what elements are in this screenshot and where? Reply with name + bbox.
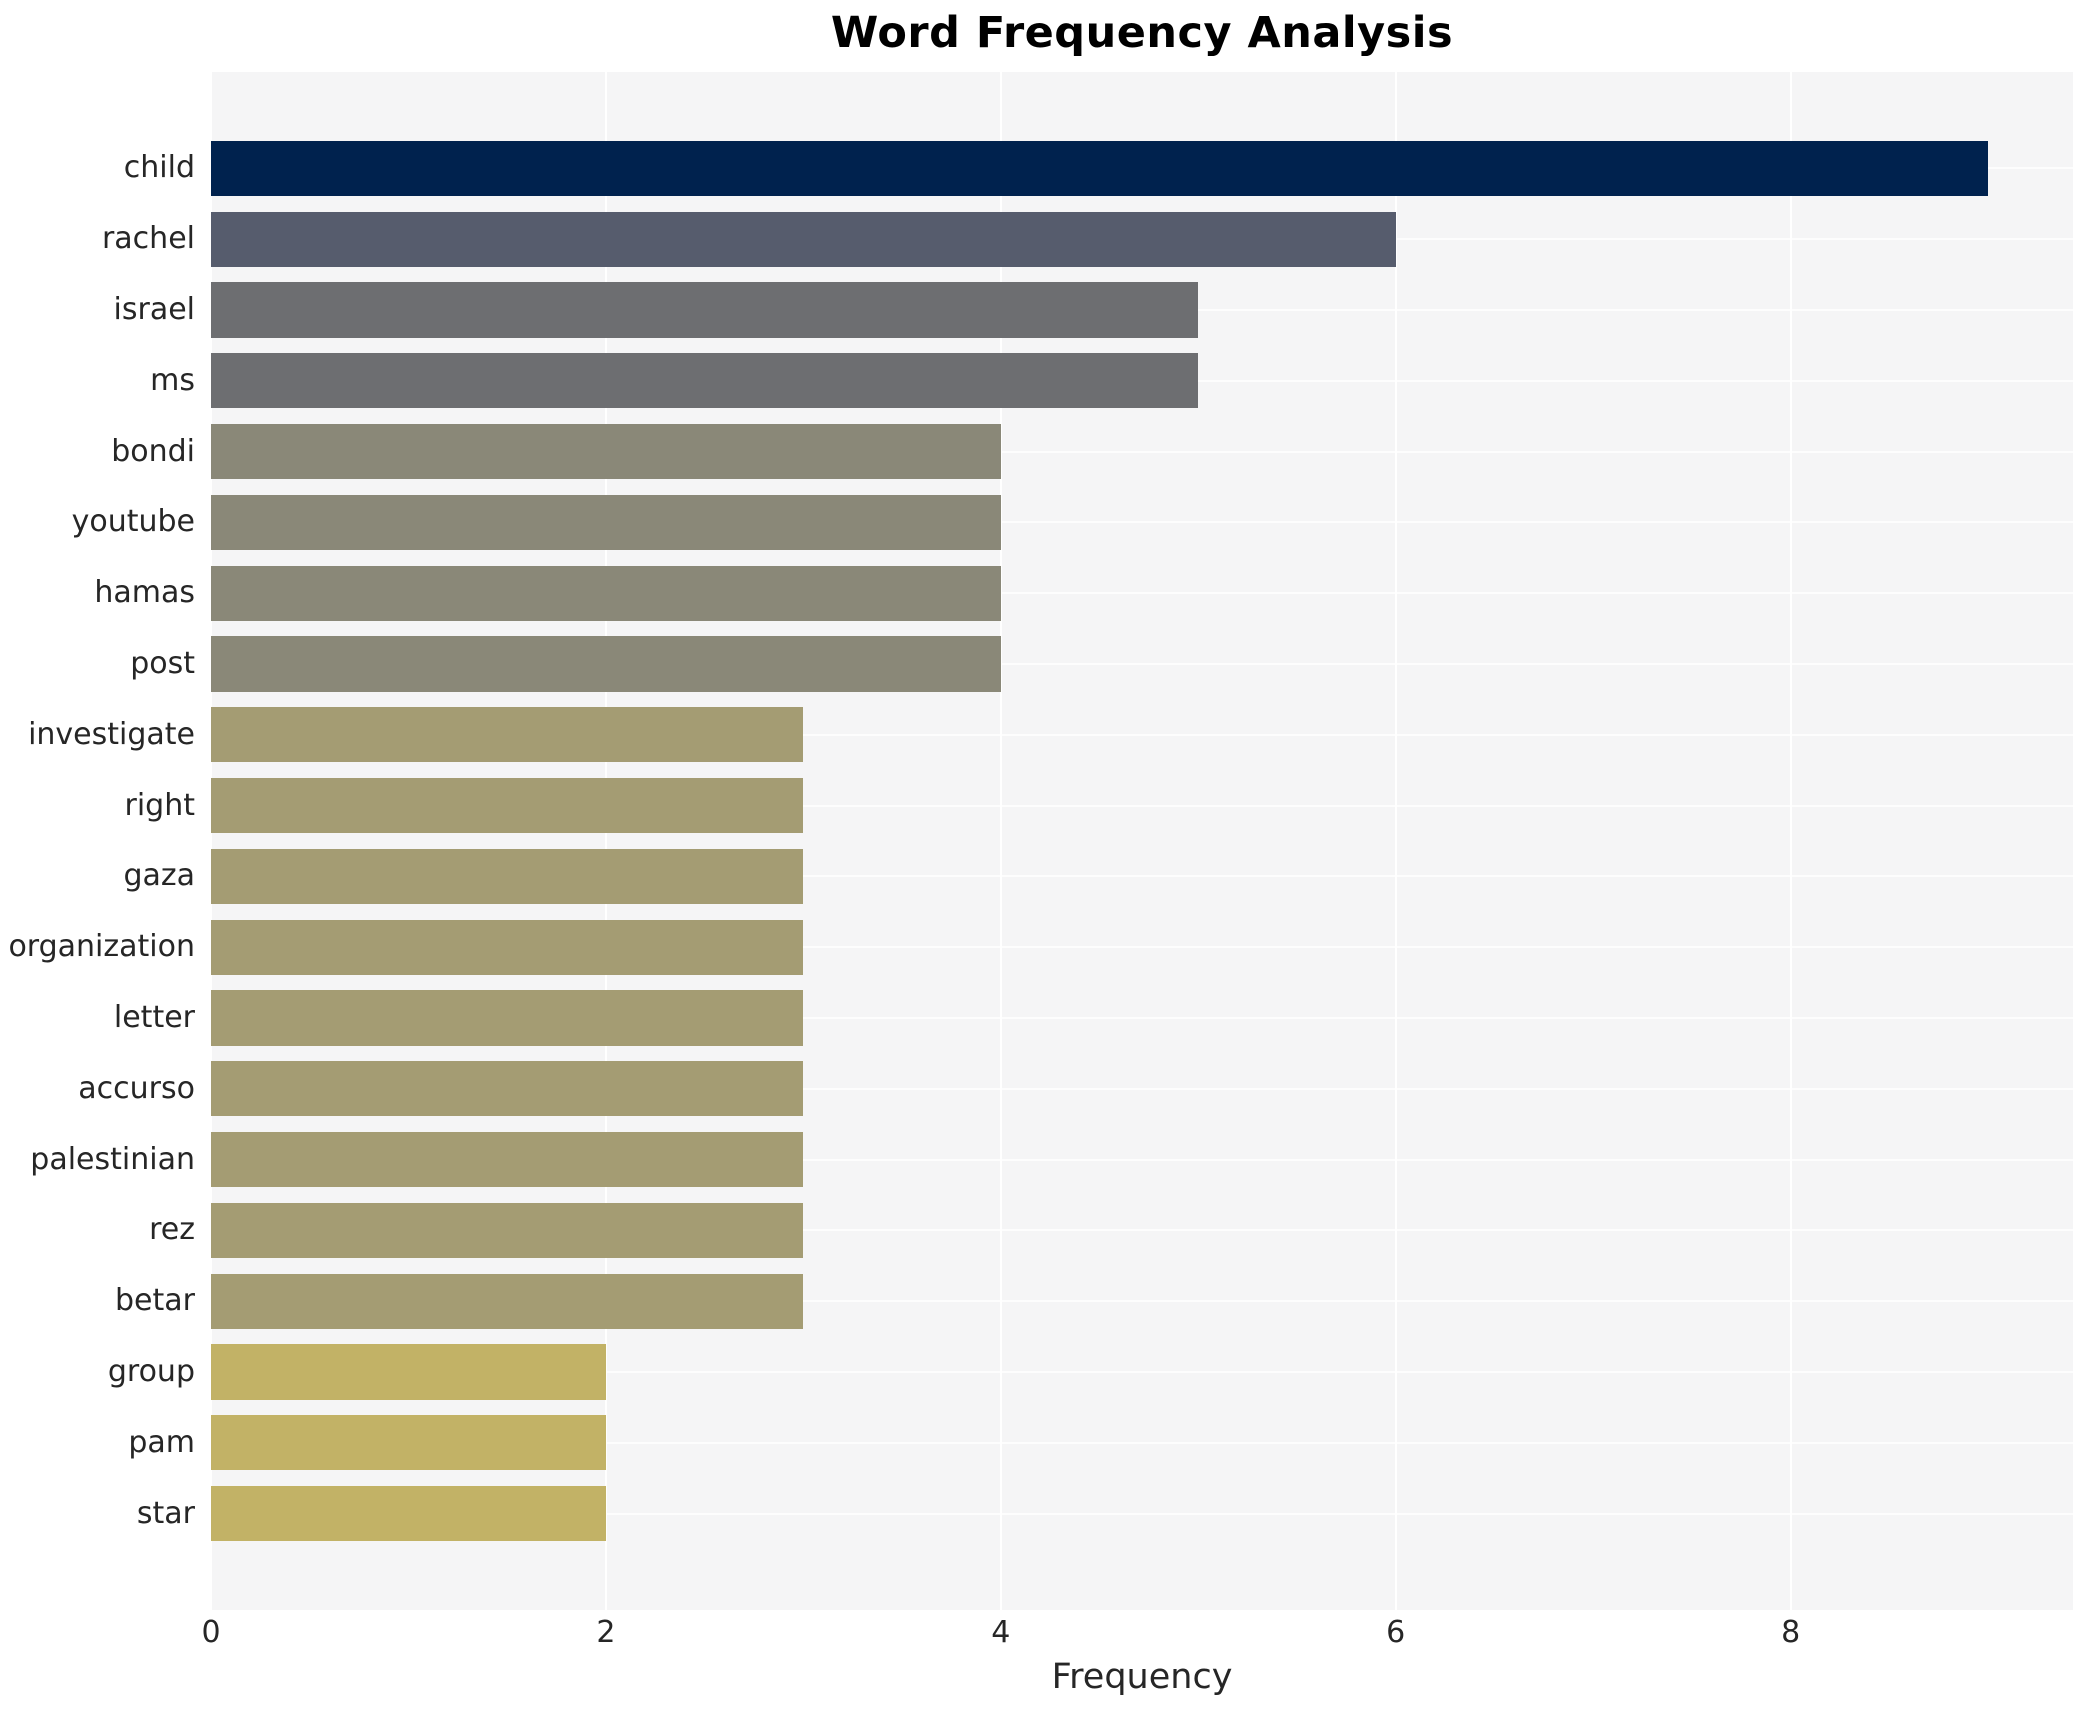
bar-row: bondi [111, 416, 2073, 487]
frequency-bar [211, 1131, 804, 1188]
frequency-bar [211, 1415, 606, 1471]
y-gridline [211, 804, 2073, 807]
frequency-bar [211, 211, 1396, 267]
category-label: star [136, 1495, 195, 1531]
frequency-bar [211, 1202, 804, 1258]
y-gridline [211, 1016, 2073, 1019]
y-gridline [211, 1087, 2073, 1090]
bar-row: israel [114, 275, 2073, 346]
frequency-bar [211, 1485, 606, 1542]
category-label: group [107, 1353, 195, 1389]
x-gridline [604, 72, 607, 1610]
category-label: ms [150, 362, 195, 398]
category-label: youtube [71, 504, 195, 540]
category-label: right [124, 787, 196, 823]
x-tick-label: 4 [991, 1615, 1011, 1650]
bar-row: pam [128, 1407, 2073, 1478]
frequency-bar [211, 494, 1001, 550]
y-gridline [211, 662, 2073, 665]
frequency-bar [211, 565, 1001, 621]
bar-row: post [130, 629, 2073, 700]
category-label: letter [113, 999, 195, 1035]
frequency-bar [211, 423, 1001, 480]
x-axis-label: Frequency [1051, 1657, 1233, 1697]
bar-row: rachel [102, 204, 2073, 275]
bar-row: accurso [78, 1053, 2073, 1124]
y-gridline [211, 1300, 2073, 1303]
x-gridline [210, 72, 212, 1610]
bar-row: organization [8, 912, 2073, 983]
frequency-bar [211, 777, 804, 834]
x-tick-label: 8 [1781, 1615, 1801, 1650]
x-axis: 0 2 4 6 8 [201, 1610, 2073, 1656]
category-label: rachel [101, 221, 195, 257]
bar-row: rez [149, 1195, 2073, 1266]
category-label: pam [128, 1424, 195, 1460]
chart-title: Word Frequency Analysis [830, 8, 1454, 58]
frequency-bar [211, 636, 1001, 692]
frequency-bar [211, 353, 1199, 409]
y-gridline [211, 733, 2073, 736]
frequency-bar [211, 707, 804, 763]
x-tick-label: 0 [201, 1615, 221, 1650]
category-label: hamas [94, 575, 195, 611]
y-gridline [211, 450, 2073, 453]
x-tick-label: 2 [596, 1615, 616, 1650]
bar-row: star [137, 1478, 2073, 1549]
bar-rows: child rachel israel ms bondi youtube hamas post… [8, 133, 2073, 1549]
plot-area: child rachel israel ms bondi youtube hamas post… [8, 72, 2073, 1610]
frequency-bar [211, 140, 1989, 196]
bar-row: group [108, 1337, 2073, 1408]
category-label: palestinian [30, 1141, 195, 1177]
category-label: organization [8, 929, 195, 965]
x-gridline [1394, 72, 1397, 1610]
frequency-bar [211, 990, 804, 1046]
frequency-bar [211, 282, 1199, 338]
category-label: rez [149, 1212, 195, 1248]
bar-row: hamas [94, 558, 2073, 629]
category-label: post [130, 645, 195, 681]
x-gridline [999, 72, 1002, 1610]
frequency-bar [211, 1344, 606, 1400]
y-gridline [211, 1512, 2073, 1515]
y-gridline [211, 946, 2073, 949]
bar-row: betar [115, 1266, 2073, 1337]
frequency-bar [211, 1273, 804, 1329]
bar-row: youtube [72, 487, 2073, 558]
y-gridline [211, 592, 2073, 595]
category-label: bondi [111, 433, 195, 469]
x-gridline [1789, 72, 1792, 1610]
y-gridline [211, 1441, 2073, 1444]
category-label: investigate [28, 716, 195, 752]
frequency-bar [211, 848, 804, 904]
frequency-bar [211, 919, 804, 975]
x-tick-label: 6 [1386, 1615, 1406, 1650]
bar-row: right [125, 770, 2073, 841]
category-label: child [123, 150, 195, 186]
y-gridline [211, 875, 2073, 878]
y-gridline [211, 1229, 2073, 1232]
y-gridline [211, 1158, 2073, 1161]
bar-row: gaza [123, 841, 2073, 912]
category-label: accurso [78, 1070, 195, 1106]
bar-row: letter [114, 983, 2073, 1054]
category-label: israel [113, 291, 195, 327]
y-gridline [211, 521, 2073, 524]
bar-row: palestinian [30, 1124, 2073, 1195]
category-label: betar [115, 1283, 195, 1319]
bar-row: ms [150, 345, 2073, 416]
y-gridline [211, 1370, 2073, 1373]
frequency-bar [211, 1061, 804, 1117]
category-label: gaza [123, 858, 195, 894]
bar-row: child [124, 133, 2073, 204]
bar-row: investigate [28, 699, 2073, 770]
